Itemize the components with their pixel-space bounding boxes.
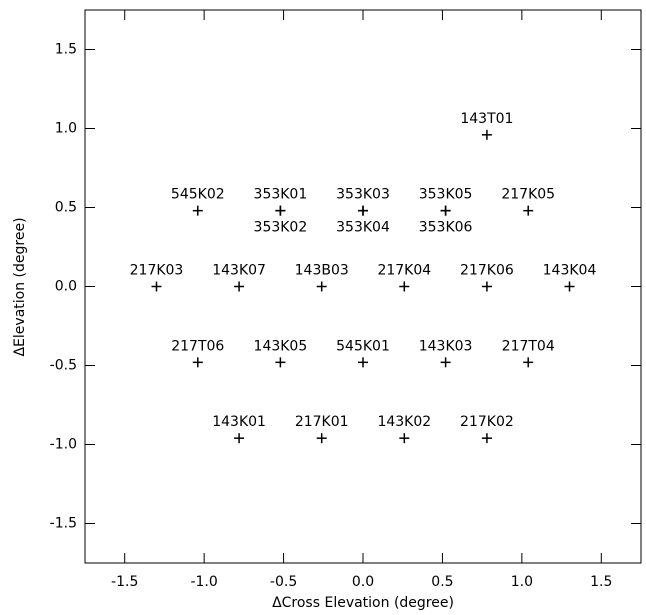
- point: [440, 357, 451, 368]
- point-label: 353K03: [336, 187, 390, 203]
- point-label: 353K02: [254, 220, 308, 236]
- y-tick-label: 0.5: [55, 200, 77, 216]
- point-label: 143K05: [254, 338, 308, 354]
- point: [564, 281, 575, 292]
- y-tick-label: -0.5: [50, 358, 77, 374]
- point: [399, 433, 410, 444]
- point-label: 217K02: [460, 414, 514, 430]
- x-tick-label: 1.5: [590, 574, 612, 590]
- point-label: 217K06: [460, 263, 514, 279]
- point-label: 545K02: [171, 187, 225, 203]
- point-label: 217T04: [502, 338, 555, 354]
- point-label: 143K02: [377, 414, 431, 430]
- plot-frame: [84, 9, 642, 564]
- point: [151, 281, 162, 292]
- point: [275, 357, 286, 368]
- point: [234, 281, 245, 292]
- point: [523, 357, 534, 368]
- point-label: 217K04: [377, 263, 431, 279]
- point-label: 217K01: [295, 414, 349, 430]
- point: [399, 281, 410, 292]
- x-tick-label: 1.0: [511, 574, 533, 590]
- point: [275, 205, 286, 216]
- point-label: 143K01: [212, 414, 266, 430]
- point: [523, 205, 534, 216]
- point-label: 353K05: [419, 187, 473, 203]
- point-label: 143K07: [212, 263, 266, 279]
- x-tick-label: -0.5: [270, 574, 297, 590]
- x-tick-label: -1.0: [190, 574, 217, 590]
- point: [358, 205, 368, 216]
- y-tick-label: -1.0: [50, 437, 77, 453]
- point: [234, 433, 245, 444]
- point: [481, 433, 492, 444]
- point-label: 143B03: [295, 263, 349, 279]
- point-label: 143T01: [460, 111, 513, 127]
- point: [481, 281, 492, 292]
- point: [358, 357, 368, 368]
- point-label: 353K06: [419, 220, 473, 236]
- point-label: 217T06: [171, 338, 224, 354]
- point: [192, 205, 203, 216]
- point-label: 217K03: [130, 263, 184, 279]
- y-tick-label: 0.0: [55, 279, 77, 295]
- point: [316, 281, 327, 292]
- point-label: 353K04: [336, 220, 390, 236]
- x-axis-label: ΔCross Elevation (degree): [272, 595, 454, 611]
- x-tick-label: -1.5: [111, 574, 138, 590]
- point: [192, 357, 203, 368]
- point-label: 143K04: [543, 263, 597, 279]
- y-axis-label: ΔElevation (degree): [12, 217, 28, 356]
- point-label: 353K01: [254, 187, 308, 203]
- point-label: 545K01: [336, 338, 390, 354]
- point-label: 217K05: [501, 187, 555, 203]
- y-tick-label: 1.0: [55, 121, 77, 137]
- y-tick-label: -1.5: [50, 516, 77, 532]
- x-tick-label: 0.0: [352, 574, 374, 590]
- point: [316, 433, 327, 444]
- y-tick-label: 1.5: [55, 42, 77, 58]
- point: [481, 129, 492, 140]
- x-tick-label: 0.5: [431, 574, 453, 590]
- point-label: 143K03: [419, 338, 473, 354]
- point: [440, 205, 451, 216]
